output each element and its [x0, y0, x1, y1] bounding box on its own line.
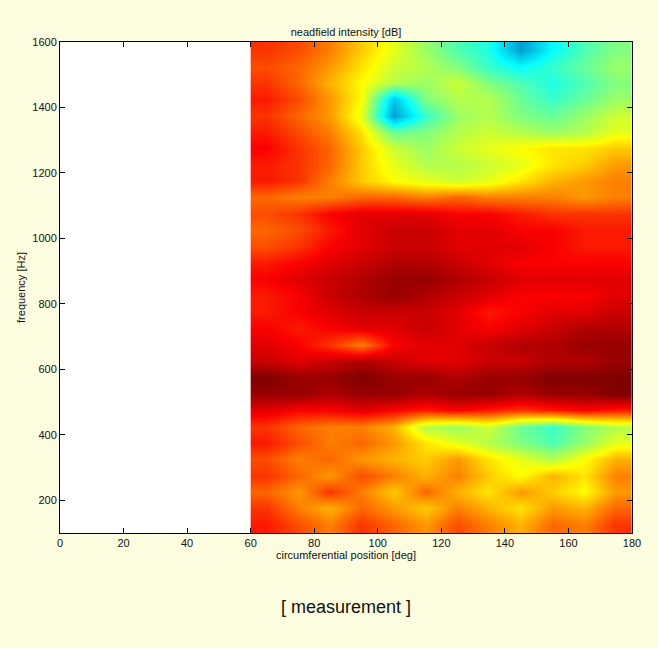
svg-text:60: 60 — [245, 537, 257, 549]
svg-text:100: 100 — [369, 537, 387, 549]
svg-text:120: 120 — [432, 537, 450, 549]
svg-text:140: 140 — [496, 537, 514, 549]
svg-text:1600: 1600 — [32, 36, 56, 48]
svg-text:[ measurement ]: [ measurement ] — [281, 597, 411, 617]
svg-text:180: 180 — [623, 537, 641, 549]
svg-text:400: 400 — [38, 429, 56, 441]
svg-text:160: 160 — [559, 537, 577, 549]
svg-text:20: 20 — [117, 537, 129, 549]
svg-text:600: 600 — [38, 363, 56, 375]
svg-text:40: 40 — [181, 537, 193, 549]
svg-text:800: 800 — [38, 298, 56, 310]
svg-text:1000: 1000 — [32, 232, 56, 244]
svg-text:1200: 1200 — [32, 167, 56, 179]
svg-text:80: 80 — [308, 537, 320, 549]
svg-text:0: 0 — [57, 537, 63, 549]
svg-text:neadfield intensity [dB]: neadfield intensity [dB] — [291, 26, 402, 38]
svg-text:circumferential position [deg]: circumferential position [deg] — [276, 549, 416, 561]
svg-text:1400: 1400 — [32, 101, 56, 113]
svg-text:frequency [Hz]: frequency [Hz] — [15, 252, 27, 323]
svg-text:200: 200 — [38, 494, 56, 506]
